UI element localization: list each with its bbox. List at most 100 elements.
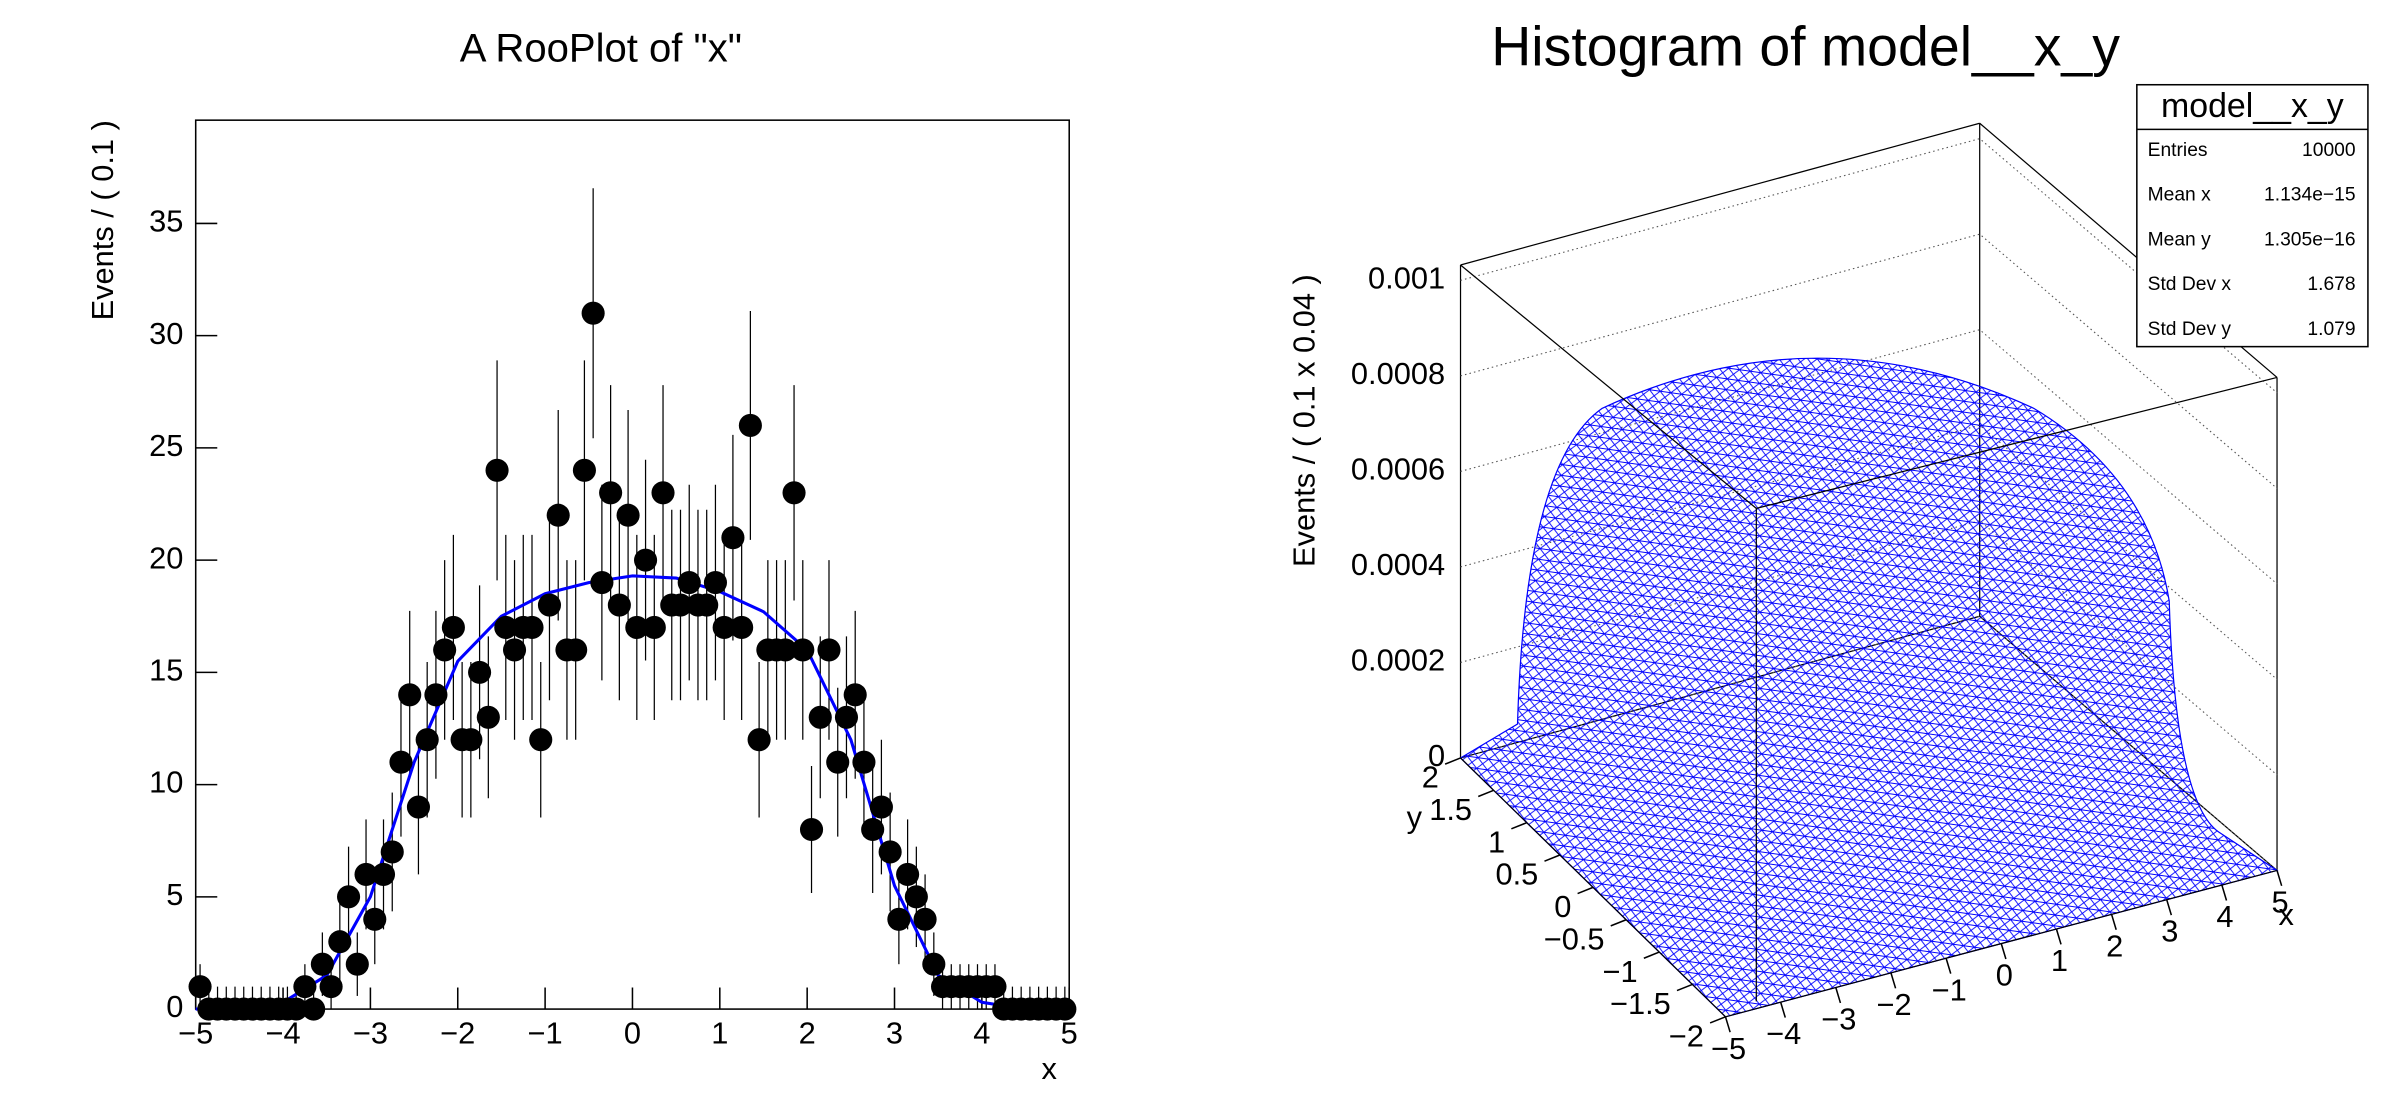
x-axis-title: x [2279,897,2295,932]
data-point [424,683,448,707]
x-tick [2110,914,2117,930]
data-point [721,526,745,550]
data-point [345,952,369,976]
x-tick-label: −3 [353,1015,388,1050]
x-tick-label: 1 [711,1015,728,1050]
data-point [878,840,902,864]
y-tick [1676,983,1693,992]
y-tick-label: 10 [149,765,183,800]
x-axis-title: x [1041,1051,1057,1086]
data-point [869,795,893,819]
data-point [468,660,492,684]
data-point [337,885,361,909]
data-point [310,952,334,976]
x-tick [2276,870,2283,887]
stats-value: 1.134e−15 [2264,185,2356,206]
data-point [834,705,859,729]
z-tick-label: 0.0004 [1351,547,1445,582]
data-point [747,728,771,752]
y-tick-label: −2 [1669,1018,1704,1053]
data-point [546,503,570,527]
data-point [328,930,352,954]
data-point [415,728,439,752]
data-point [730,615,754,640]
x-tick [1724,1016,1731,1033]
x-tick-label: 5 [2272,884,2289,919]
y-axis-title: Events / ( 0.1 ) [85,120,120,320]
y-tick-label: 20 [149,540,183,575]
y-tick [1577,886,1594,895]
stats-label: Std Dev y [2148,319,2232,340]
y-tick-label: 0 [1554,889,1571,924]
data-point [572,458,596,482]
stats-value: 1.079 [2307,319,2355,340]
data-point [808,705,832,729]
y-tick-label: −1 [1603,954,1638,989]
chart-title: A RooPlot of "x" [460,26,742,70]
z-tick-label: 0.0006 [1351,452,1445,487]
data-point [922,952,946,976]
y-tick-label: 0.5 [1496,857,1539,892]
stats-value: 1.305e−16 [2264,229,2356,250]
y-tick [1643,951,1660,959]
data-point [520,615,544,640]
box-edge [1460,264,1757,509]
x-tick-label: 3 [886,1015,903,1050]
y-tick-label: 35 [149,204,183,239]
plot-frame [194,119,1070,1010]
data-point [782,481,806,505]
data-point [354,862,378,886]
data-point [581,301,605,325]
data-point [896,862,920,886]
y-tick-label: 15 [149,653,183,688]
data-point [799,817,824,842]
x-tick-label: 4 [973,1015,990,1050]
stats-label: Mean x [2148,185,2212,206]
x-tick [1779,1001,1787,1018]
data-point [817,638,841,662]
y-tick-label: −0.5 [1544,921,1605,956]
y-tick-label: 1.5 [1429,792,1472,827]
data-point [284,997,308,1021]
y-tick [1544,854,1561,862]
data-point [887,907,911,931]
data-point [738,413,762,438]
stats-label: Entries [2148,140,2208,161]
data-point [852,750,876,774]
data-point [861,817,885,842]
x-tick-label: −3 [1821,1002,1856,1037]
data-point [380,840,404,864]
data-point [791,638,815,662]
data-point [826,750,850,774]
stats-value: 1.678 [2307,274,2355,295]
data-point [371,862,396,886]
data-point [651,481,675,505]
data-point [188,975,212,999]
x-tick-label: −1 [1932,972,1967,1007]
box-edge [1756,376,2278,509]
stats-label: Mean y [2148,229,2212,250]
x-tick-label: 2 [2106,928,2123,963]
data-point [459,728,483,752]
x-tick [1945,958,1952,974]
data-point [703,571,727,595]
stats-title: model__x_y [2161,87,2344,125]
data-point [293,975,317,999]
chart-title: Histogram of model__x_y [1491,15,2120,77]
data-point [599,481,623,505]
y-tick-label: −1.5 [1610,986,1671,1021]
data-point [302,997,326,1021]
data-point [590,571,614,595]
x-tick [2055,928,2062,945]
data-point [476,705,500,729]
data-point [529,728,553,752]
y-tick [1477,789,1494,798]
data-point [773,638,797,662]
x-tick [2221,884,2228,901]
y-tick [1511,821,1528,830]
z-tick-label: 0.0002 [1351,643,1445,678]
y-tick-label: 30 [149,316,183,351]
data-point [433,638,457,662]
data-point [983,975,1007,999]
